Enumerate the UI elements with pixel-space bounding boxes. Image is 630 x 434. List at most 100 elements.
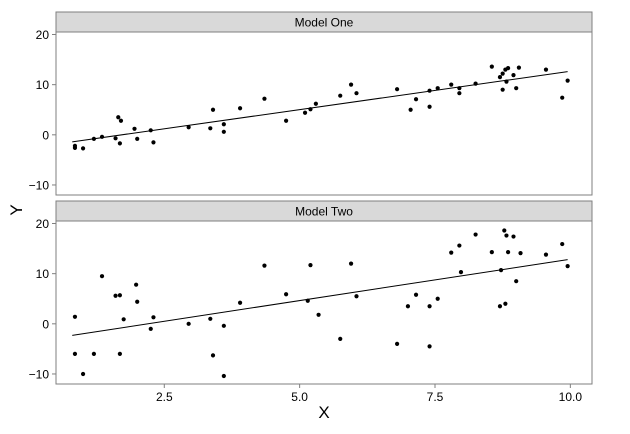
facet-strip-label: Model Two (295, 205, 353, 219)
plot-panel (55, 220, 593, 385)
data-point (505, 66, 511, 71)
data-point (457, 243, 462, 248)
y-axis: −10 0 10 20 (29, 28, 56, 192)
data-point (118, 118, 124, 123)
data-point (313, 101, 318, 106)
data-point (427, 104, 432, 109)
x-tick-label: 10.0 (559, 390, 583, 404)
data-point (72, 351, 78, 357)
data-point (284, 292, 289, 297)
y-axis-title: Y (7, 204, 26, 215)
data-point (457, 91, 462, 96)
data-point (505, 249, 511, 255)
data-point (498, 268, 504, 273)
y-axis: −10 0 10 20 (29, 217, 56, 381)
data-point (91, 351, 96, 357)
data-point (99, 274, 105, 279)
data-point (80, 371, 86, 377)
data-point (457, 86, 462, 91)
data-point (489, 249, 494, 255)
data-point (116, 115, 121, 120)
x-axis-title: X (318, 403, 329, 422)
data-point (72, 145, 78, 150)
data-point (514, 279, 519, 284)
data-point (210, 353, 216, 358)
data-point (117, 293, 122, 298)
data-point (497, 75, 503, 80)
data-point (134, 282, 139, 287)
data-point (316, 312, 321, 317)
data-point (354, 91, 359, 96)
data-point (405, 304, 411, 309)
data-point (72, 314, 78, 319)
data-point (518, 250, 523, 256)
y-tick-label: 0 (42, 128, 49, 142)
data-point (500, 87, 505, 92)
data-point (408, 107, 413, 112)
data-point (435, 296, 440, 301)
data-point (135, 136, 140, 141)
data-point (208, 126, 213, 131)
data-point (413, 292, 419, 297)
data-point (91, 136, 96, 141)
data-point (511, 73, 516, 78)
data-point (565, 78, 570, 83)
data-point (500, 71, 505, 76)
data-point (237, 106, 243, 111)
data-point (221, 122, 226, 127)
data-point (503, 301, 508, 306)
data-point (151, 315, 156, 320)
data-point (302, 110, 308, 115)
x-tick-label: 5.0 (291, 390, 308, 404)
data-point (80, 146, 86, 151)
plot-panel (55, 31, 593, 196)
data-point (473, 232, 478, 237)
facet-model-one: Model One −10 0 10 20 (29, 11, 593, 196)
data-point (427, 88, 432, 93)
data-point (99, 134, 105, 139)
data-point (237, 300, 243, 305)
data-point (543, 252, 549, 257)
data-point (565, 264, 570, 269)
data-point (511, 234, 516, 239)
data-point (427, 304, 432, 309)
data-point (262, 263, 267, 268)
data-point (435, 86, 440, 91)
data-point (135, 299, 140, 304)
facet-model-two: Model Two −10 0 10 20 (29, 200, 593, 385)
data-point (284, 118, 289, 123)
y-tick-label: 0 (42, 317, 49, 331)
data-point (489, 64, 494, 69)
x-tick-label: 7.5 (427, 390, 444, 404)
data-point (516, 65, 522, 70)
x-tick-label: 2.5 (156, 390, 173, 404)
data-point (262, 96, 267, 101)
data-point (427, 344, 432, 349)
data-point (113, 136, 118, 141)
y-tick-label: 20 (36, 217, 50, 231)
y-tick-label: 10 (36, 267, 50, 281)
data-point (514, 86, 519, 91)
data-point (543, 67, 549, 72)
data-point (186, 321, 191, 326)
data-point (449, 250, 454, 255)
data-point (148, 128, 153, 133)
data-point (148, 326, 153, 331)
data-point (113, 293, 118, 298)
data-point (308, 263, 313, 268)
data-point (560, 95, 565, 100)
data-point (338, 336, 343, 341)
data-point (497, 304, 503, 309)
data-point (221, 323, 226, 328)
data-point (117, 141, 122, 146)
fit-line (72, 71, 568, 143)
data-point (502, 228, 507, 233)
data-point (473, 81, 478, 86)
y-tick-label: −10 (29, 367, 50, 381)
data-point (504, 79, 509, 84)
points-layer (72, 64, 570, 151)
fit-line (72, 259, 568, 336)
data-point (338, 93, 343, 98)
